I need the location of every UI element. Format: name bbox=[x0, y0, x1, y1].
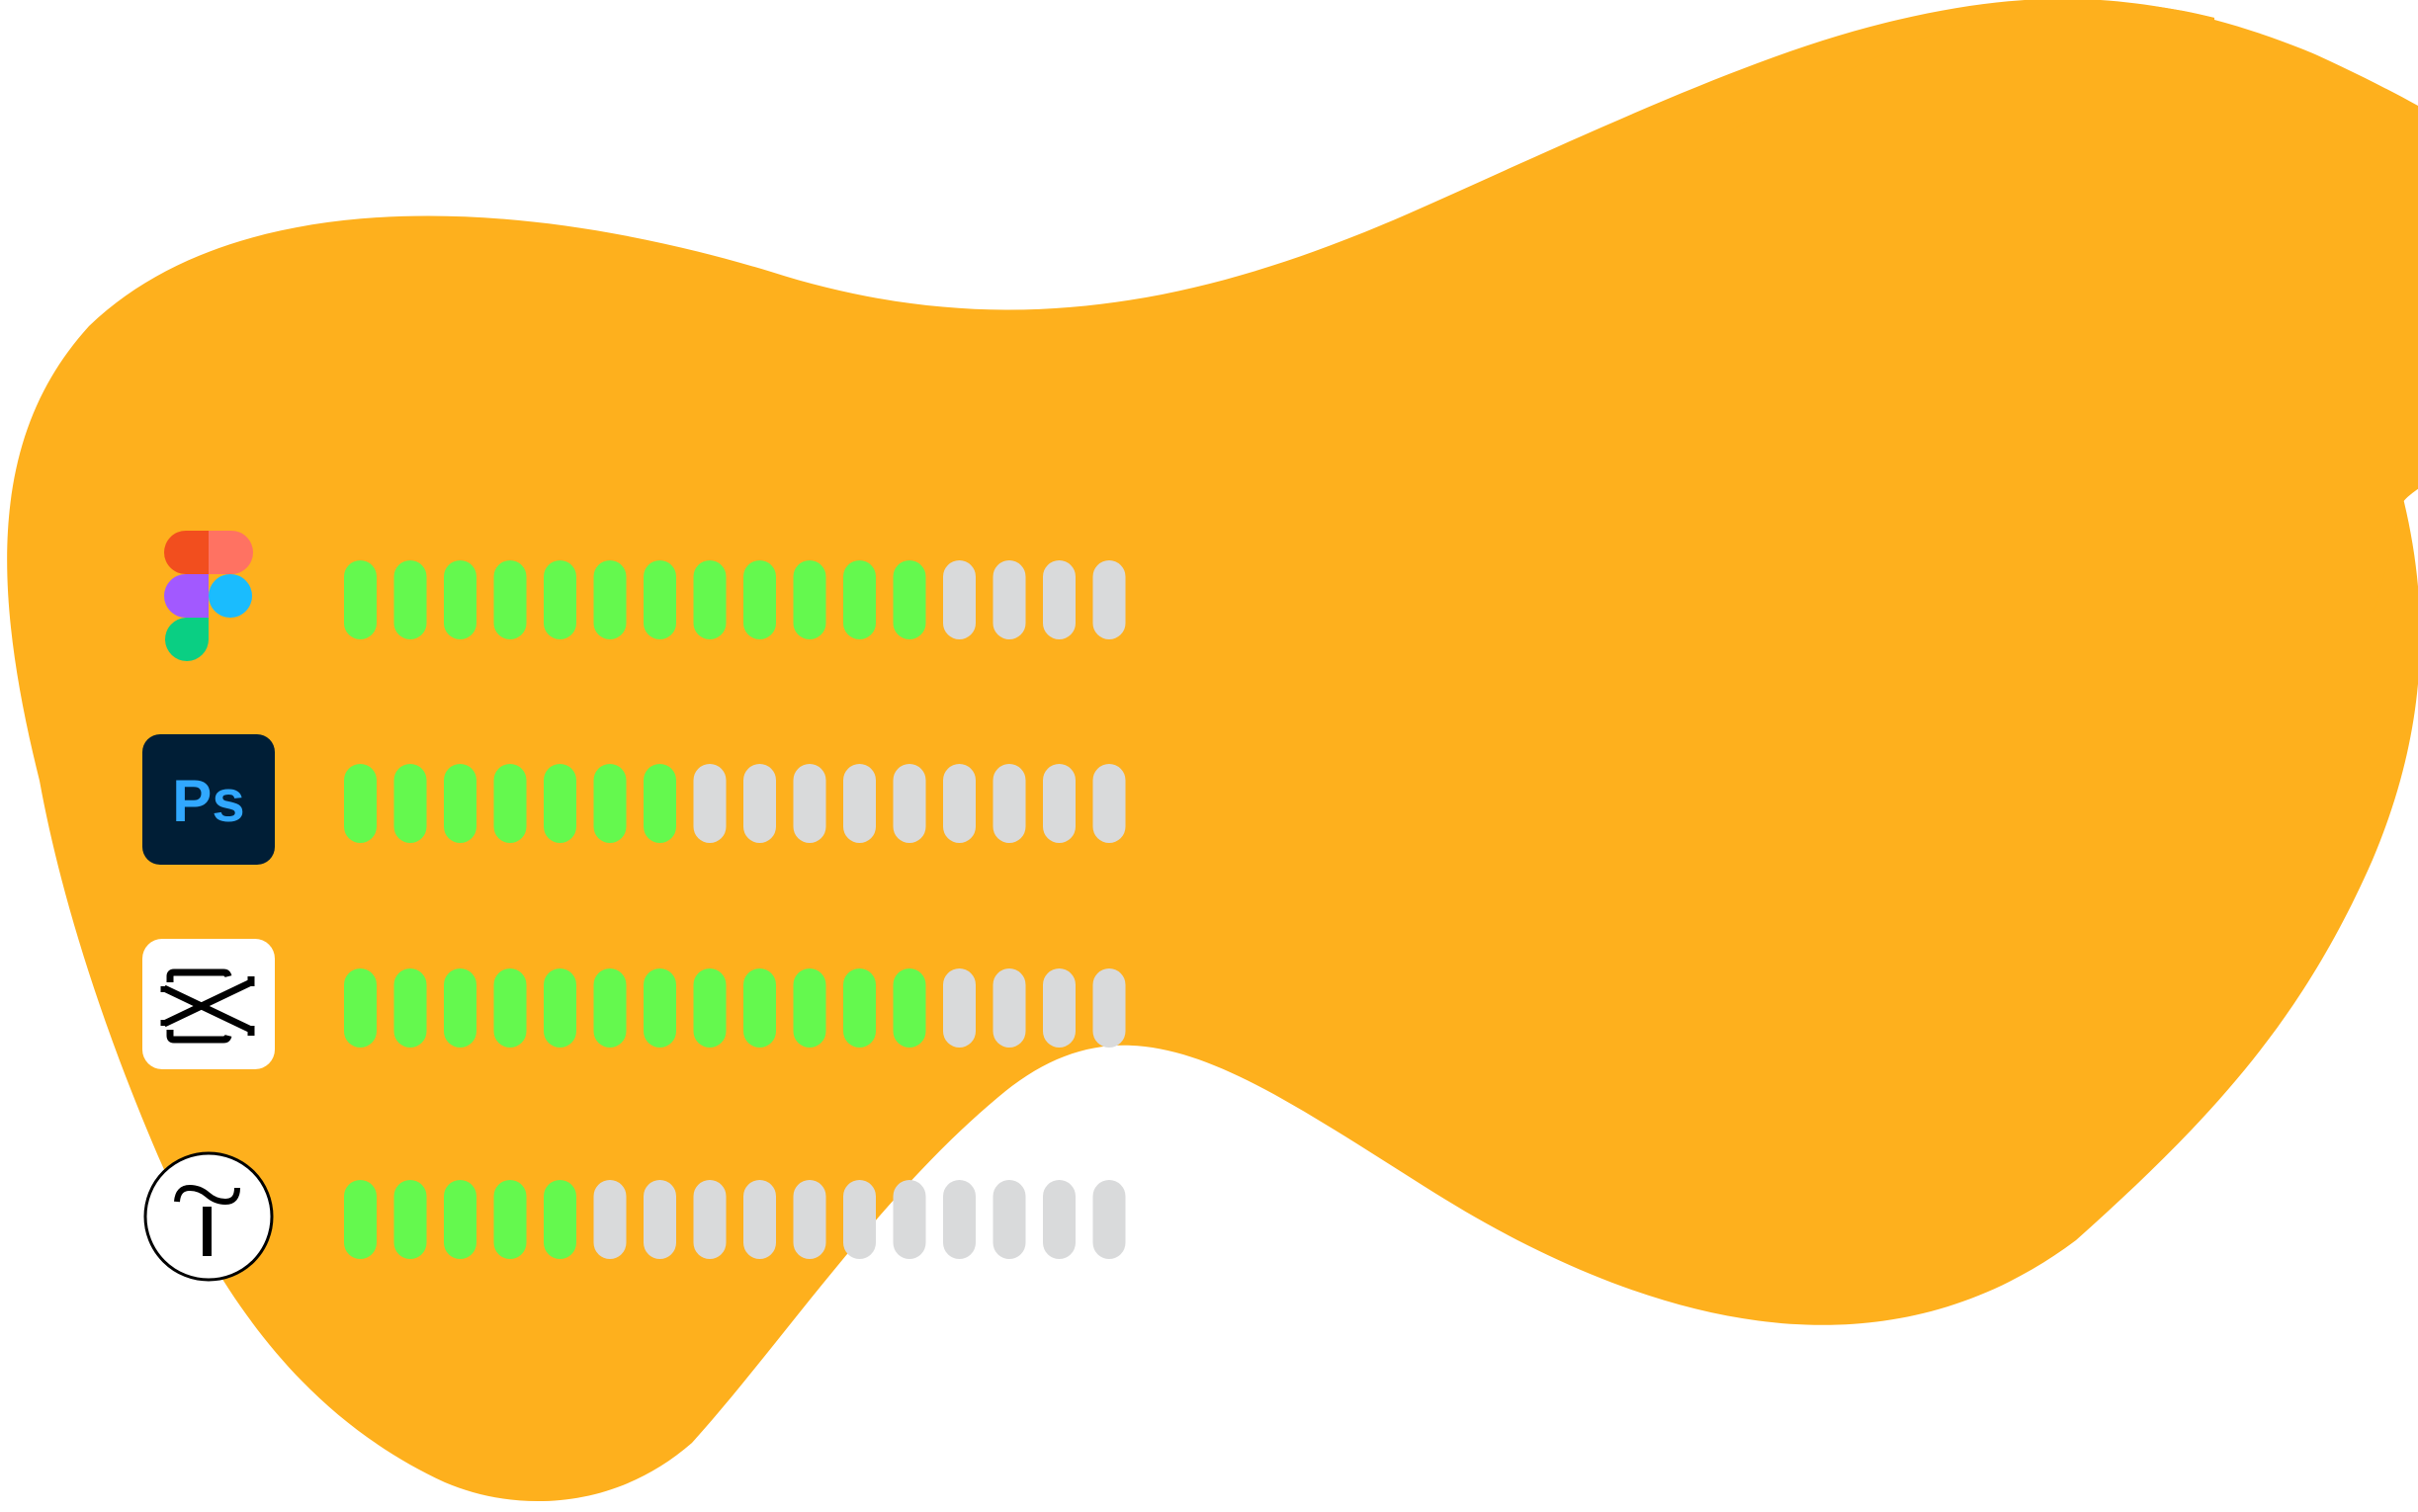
meter-segment-filled bbox=[393, 560, 427, 639]
meter-segment-filled bbox=[593, 968, 627, 1048]
meter-segment-filled bbox=[644, 764, 676, 843]
meter-segments bbox=[344, 560, 1126, 639]
meter-segment-empty bbox=[943, 968, 976, 1048]
meter-segment-filled bbox=[793, 560, 826, 639]
orange-blob-right bbox=[1681, 1, 2418, 613]
meter-segment-filled bbox=[444, 560, 476, 639]
meter-segment-empty bbox=[743, 764, 776, 843]
meter-segment-empty bbox=[1092, 968, 1126, 1048]
meter-segment-filled bbox=[493, 1180, 527, 1259]
skill-meter bbox=[344, 734, 1135, 867]
meter-segment-filled bbox=[893, 968, 926, 1048]
skill-meter bbox=[344, 1150, 1135, 1283]
meter-segment-empty bbox=[993, 560, 1026, 639]
meter-segment-empty bbox=[693, 764, 727, 843]
meter-segment-filled bbox=[693, 560, 727, 639]
meter-segment-empty bbox=[1043, 560, 1076, 639]
meter-segment-empty bbox=[843, 1180, 876, 1259]
meter-segment-empty bbox=[893, 764, 926, 843]
meter-segment-filled bbox=[393, 764, 427, 843]
meter-segment-empty bbox=[893, 1180, 926, 1259]
meter-segments bbox=[344, 764, 1126, 843]
meter-segment-empty bbox=[943, 560, 976, 639]
meter-segment-empty bbox=[743, 1180, 776, 1259]
meter-segment-empty bbox=[644, 1180, 676, 1259]
meter-segment-filled bbox=[843, 560, 876, 639]
meter-segment-filled bbox=[544, 1180, 576, 1259]
meter-segment-filled bbox=[344, 968, 377, 1048]
meter-segment-empty bbox=[793, 764, 826, 843]
tilda-icon bbox=[142, 1150, 275, 1283]
meter-segment-empty bbox=[1043, 764, 1076, 843]
skill-meter bbox=[344, 939, 1135, 1071]
meter-segment-filled bbox=[344, 1180, 377, 1259]
skill-row-capcut bbox=[0, 939, 1186, 1077]
meter-segment-filled bbox=[344, 560, 377, 639]
meter-segment-filled bbox=[544, 560, 576, 639]
meter-segment-filled bbox=[743, 968, 776, 1048]
meter-segment-empty bbox=[693, 1180, 727, 1259]
figma-icon bbox=[142, 531, 275, 663]
meter-segment-empty bbox=[943, 764, 976, 843]
photoshop-icon: Ps bbox=[142, 734, 275, 867]
meter-segment-filled bbox=[644, 560, 676, 639]
skill-row-tilda bbox=[0, 1150, 1186, 1289]
meter-segment-filled bbox=[593, 764, 627, 843]
meter-segment-filled bbox=[444, 764, 476, 843]
meter-segment-filled bbox=[893, 560, 926, 639]
meter-segment-filled bbox=[493, 968, 527, 1048]
meter-segment-empty bbox=[1043, 1180, 1076, 1259]
meter-segment-empty bbox=[1092, 560, 1126, 639]
meter-segment-empty bbox=[993, 968, 1026, 1048]
meter-segment-empty bbox=[993, 1180, 1026, 1259]
meter-segment-filled bbox=[444, 1180, 476, 1259]
meter-segment-empty bbox=[993, 764, 1026, 843]
meter-segment-empty bbox=[593, 1180, 627, 1259]
meter-segment-empty bbox=[843, 764, 876, 843]
meter-segment-empty bbox=[1043, 968, 1076, 1048]
meter-segment-filled bbox=[393, 968, 427, 1048]
capcut-icon bbox=[142, 939, 275, 1071]
right-edge-white bbox=[2214, 0, 2418, 104]
meter-segment-empty bbox=[1092, 1180, 1126, 1259]
skill-row-figma bbox=[0, 531, 1186, 669]
meter-segment-filled bbox=[593, 560, 627, 639]
meter-segment-filled bbox=[743, 560, 776, 639]
meter-segment-filled bbox=[644, 968, 676, 1048]
meter-segments bbox=[344, 1180, 1126, 1259]
meter-segment-filled bbox=[444, 968, 476, 1048]
meter-segment-filled bbox=[693, 968, 727, 1048]
meter-segment-filled bbox=[544, 968, 576, 1048]
meter-segment-filled bbox=[393, 1180, 427, 1259]
meter-segment-empty bbox=[943, 1180, 976, 1259]
meter-segment-empty bbox=[1092, 764, 1126, 843]
skill-row-photoshop: Ps bbox=[0, 734, 1186, 873]
meter-segment-empty bbox=[793, 1180, 826, 1259]
meter-segments bbox=[344, 968, 1126, 1048]
meter-segment-filled bbox=[493, 560, 527, 639]
meter-segment-filled bbox=[344, 764, 377, 843]
photoshop-icon-text: Ps bbox=[172, 768, 244, 834]
meter-segment-filled bbox=[493, 764, 527, 843]
meter-segment-filled bbox=[843, 968, 876, 1048]
meter-segment-filled bbox=[793, 968, 826, 1048]
meter-segment-filled bbox=[544, 764, 576, 843]
skill-meter bbox=[344, 531, 1135, 663]
